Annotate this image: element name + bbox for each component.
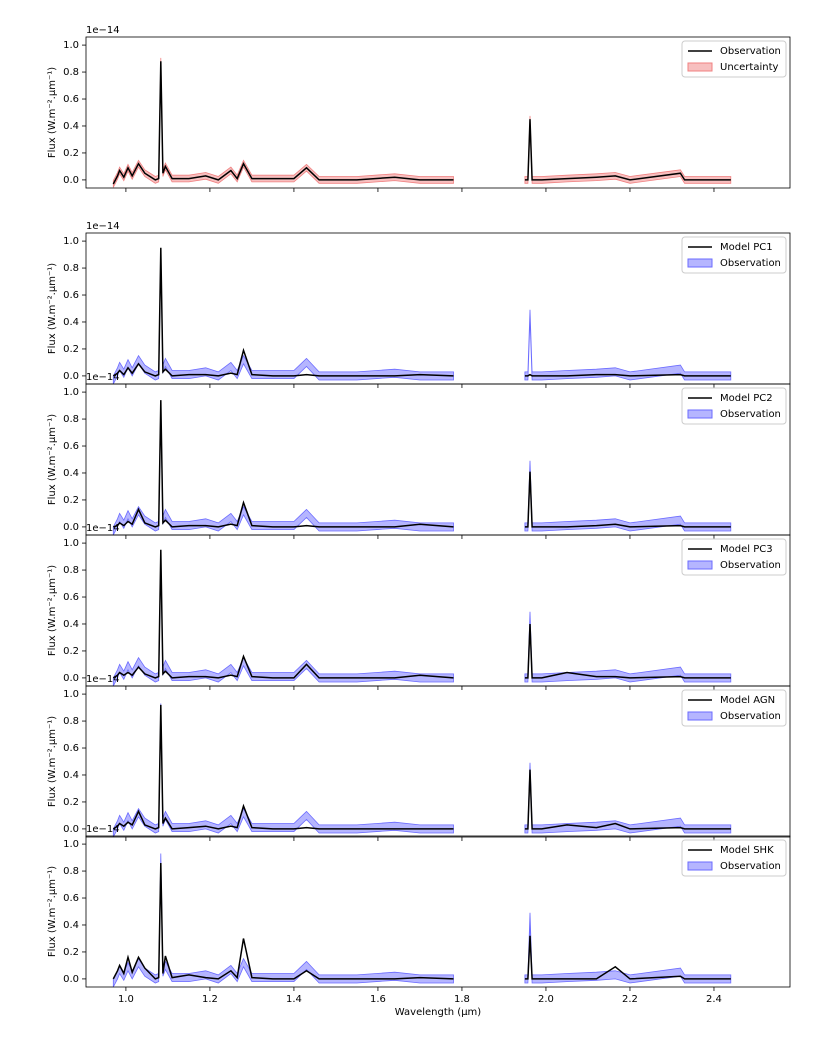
y-tick-label: 0.8 xyxy=(63,716,79,727)
y-tick-label: 0.2 xyxy=(63,646,79,657)
axes-frame xyxy=(85,835,791,988)
legend-swatch xyxy=(687,560,713,570)
y-tick-label: 0.4 xyxy=(63,619,79,630)
offset-label: 1e−14 xyxy=(86,523,120,534)
y-tick-label: 0.4 xyxy=(63,121,79,132)
y-tick-label: 1.0 xyxy=(63,689,79,700)
x-tick-label: 1.0 xyxy=(118,994,134,1005)
legend-swatch xyxy=(687,861,713,871)
spectrum-line xyxy=(112,862,731,980)
y-tick-label: 0.6 xyxy=(63,743,79,754)
y-tick-label: 0.4 xyxy=(63,770,79,781)
legend-label: Observation xyxy=(720,560,781,571)
y-tick-label: 0.8 xyxy=(63,67,79,78)
uncertainty-band xyxy=(112,250,732,385)
y-tick-label: 0.8 xyxy=(63,866,79,877)
y-tick-label: 0.0 xyxy=(63,371,79,382)
uncertainty-band xyxy=(112,853,732,988)
y-axis-label: Flux (W.m⁻².μm⁻¹) xyxy=(47,716,58,807)
legend-label: Observation xyxy=(720,861,781,872)
x-axis-label: Wavelength (μm) xyxy=(395,1007,482,1018)
y-tick-label: 0.4 xyxy=(63,920,79,931)
uncertainty-band xyxy=(112,401,732,536)
axes-frame xyxy=(85,36,791,189)
y-tick-label: 0.6 xyxy=(63,441,79,452)
legend-swatch xyxy=(687,62,713,72)
x-tick-label: 1.4 xyxy=(286,994,302,1005)
legend-label: Observation xyxy=(720,258,781,269)
y-tick-label: 0.6 xyxy=(63,290,79,301)
axes-frame xyxy=(85,685,791,838)
uncertainty-band xyxy=(112,57,732,188)
y-tick-label: 1.0 xyxy=(63,236,79,247)
y-tick-label: 0.2 xyxy=(63,947,79,958)
uncertainty-band xyxy=(112,552,732,687)
x-tick-label: 1.8 xyxy=(454,994,470,1005)
spectrum-line xyxy=(112,247,731,377)
y-tick-label: 0.2 xyxy=(63,797,79,808)
legend-swatch xyxy=(687,409,713,419)
legend-label: Uncertainty xyxy=(720,62,779,73)
y-axis-label: Flux (W.m⁻².μm⁻¹) xyxy=(47,565,58,656)
y-tick-label: 1.0 xyxy=(63,538,79,549)
x-tick-label: 1.6 xyxy=(370,994,386,1005)
y-tick-label: 1.0 xyxy=(63,40,79,51)
y-axis-label: Flux (W.m⁻².μm⁻¹) xyxy=(47,263,58,354)
y-tick-label: 0.4 xyxy=(63,317,79,328)
y-axis-label: Flux (W.m⁻².μm⁻¹) xyxy=(47,414,58,505)
y-tick-label: 0.8 xyxy=(63,263,79,274)
legend-swatch xyxy=(687,711,713,721)
y-tick-label: 0.4 xyxy=(63,468,79,479)
spectrum-line xyxy=(112,704,731,830)
y-tick-label: 1.0 xyxy=(63,839,79,850)
y-tick-label: 0.2 xyxy=(63,148,79,159)
y-tick-label: 0.6 xyxy=(63,94,79,105)
legend-label: Observation xyxy=(720,46,781,57)
y-tick-label: 0.0 xyxy=(63,824,79,835)
legend-label: Model PC3 xyxy=(720,544,773,555)
y-tick-label: 0.6 xyxy=(63,893,79,904)
offset-label: 1e−14 xyxy=(86,674,120,685)
offset-label: 1e−14 xyxy=(86,372,120,383)
y-axis-label: Flux (W.m⁻².μm⁻¹) xyxy=(47,866,58,957)
offset-label: 1e−14 xyxy=(86,25,120,36)
x-tick-label: 2.0 xyxy=(538,994,554,1005)
y-tick-label: 0.2 xyxy=(63,344,79,355)
legend-label: Model PC1 xyxy=(720,242,773,253)
x-tick-label: 2.2 xyxy=(622,994,638,1005)
spectrum-line xyxy=(112,549,731,679)
legend-label: Model SHK xyxy=(720,845,774,856)
offset-label: 1e−14 xyxy=(86,824,120,835)
legend-label: Model AGN xyxy=(720,695,775,706)
y-tick-label: 0.6 xyxy=(63,592,79,603)
legend-label: Observation xyxy=(720,711,781,722)
spectrum-line xyxy=(112,61,731,185)
uncertainty-band xyxy=(112,703,732,838)
spectrum-line xyxy=(113,400,731,528)
legend-label: Observation xyxy=(720,409,781,420)
y-tick-label: 0.0 xyxy=(63,522,79,533)
y-axis-label: Flux (W.m⁻².μm⁻¹) xyxy=(47,67,58,158)
y-tick-label: 0.0 xyxy=(63,673,79,684)
y-tick-label: 0.8 xyxy=(63,565,79,576)
x-tick-label: 2.4 xyxy=(706,994,722,1005)
offset-label: 1e−14 xyxy=(86,221,120,232)
legend-swatch xyxy=(687,258,713,268)
y-tick-label: 0.2 xyxy=(63,495,79,506)
y-tick-label: 0.0 xyxy=(63,175,79,186)
y-tick-label: 1.0 xyxy=(63,387,79,398)
x-tick-label: 1.2 xyxy=(202,994,218,1005)
legend-label: Model PC2 xyxy=(720,393,773,404)
y-tick-label: 0.0 xyxy=(63,974,79,985)
y-tick-label: 0.8 xyxy=(63,414,79,425)
